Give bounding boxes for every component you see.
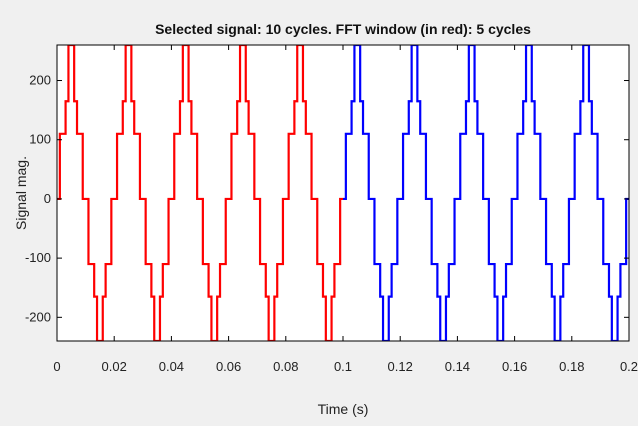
series-line-2: [343, 45, 629, 341]
y-axis-label: Signal mag.: [13, 156, 29, 230]
y-tick-label: -200: [25, 309, 51, 324]
x-tick-label: 0.02: [102, 359, 127, 374]
chart-title: Selected signal: 10 cycles. FFT window (…: [155, 21, 531, 37]
x-tick-label: 0.16: [502, 359, 527, 374]
x-tick-label: 0.08: [273, 359, 298, 374]
y-tick-label: -100: [25, 250, 51, 265]
x-tick-label: 0.06: [216, 359, 241, 374]
x-tick-label: 0.2: [620, 359, 638, 374]
plot-area: [57, 45, 629, 341]
series-line-1: [57, 45, 343, 341]
x-tick-label: 0.1: [334, 359, 352, 374]
y-tick-label: 200: [29, 73, 51, 88]
x-tick-label: 0.18: [559, 359, 584, 374]
x-axis-ticks: 0 0.02 0.04 0.06 0.08 0.1 0.12 0.14 0.16 0.18 0.2: [53, 45, 638, 374]
x-tick-label: 0.14: [445, 359, 470, 374]
y-tick-label: 100: [29, 132, 51, 147]
plot-frame: [56, 44, 630, 342]
y-tick-label: 0: [44, 191, 51, 206]
y-axis-ticks: -200 -100 0 100 200: [25, 73, 629, 324]
x-tick-label: 0.04: [159, 359, 184, 374]
x-tick-label: 0: [53, 359, 60, 374]
series-layer: [57, 45, 629, 341]
x-axis-label: Time (s): [318, 401, 369, 417]
x-tick-label: 0.12: [388, 359, 413, 374]
